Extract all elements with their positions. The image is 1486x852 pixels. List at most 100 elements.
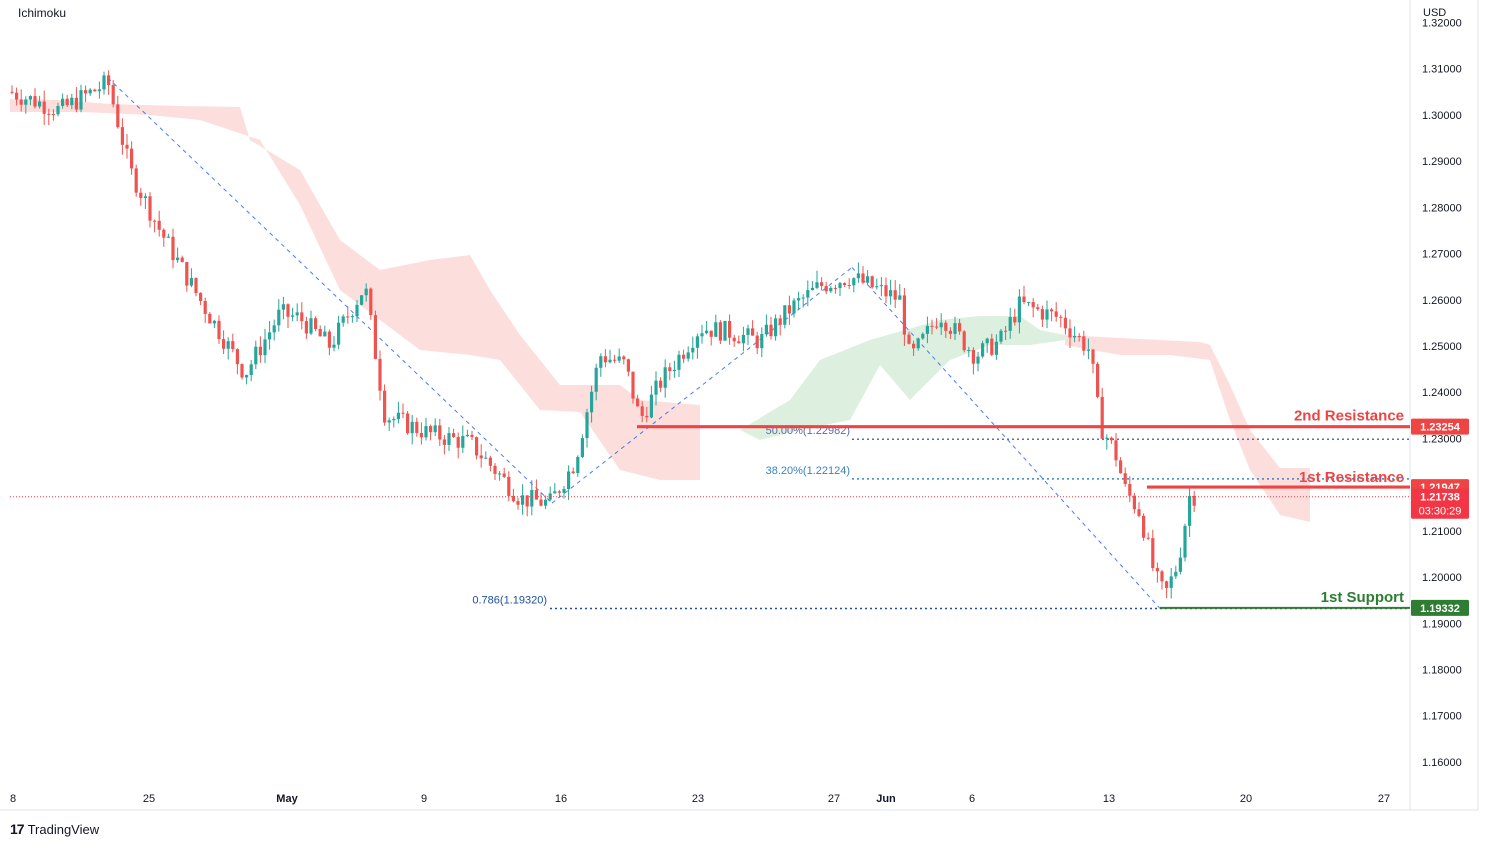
bullish-candle (61, 98, 65, 106)
bearish-candle (1137, 509, 1141, 516)
bearish-candle (603, 356, 607, 363)
chart-frame (0, 0, 1479, 811)
bullish-candle (309, 318, 313, 334)
x-tick-label: 27 (1378, 793, 1390, 805)
bullish-candle (760, 334, 764, 349)
bearish-candle (622, 356, 626, 360)
bullish-candle (774, 318, 778, 337)
bearish-candle (1077, 335, 1081, 337)
bearish-candle (682, 354, 686, 359)
bearish-candle (640, 406, 644, 416)
bullish-candle (254, 346, 258, 365)
bearish-candle (318, 328, 322, 337)
bearish-candle (1128, 483, 1132, 496)
bullish-candle (212, 320, 216, 324)
bullish-candle (102, 75, 106, 90)
bearish-candle (240, 364, 244, 378)
bullish-candle (815, 282, 819, 288)
bearish-candle (1155, 568, 1159, 572)
bullish-candle (553, 491, 557, 494)
bullish-candle (939, 322, 943, 328)
bearish-candle (1096, 363, 1100, 397)
bearish-candle (15, 92, 19, 100)
bearish-candle (668, 367, 672, 372)
bullish-candle (686, 352, 690, 359)
bullish-candle (866, 276, 870, 283)
y-tick-label: 1.26000 (1422, 295, 1462, 307)
bearish-candle (456, 436, 460, 448)
bullish-candle (424, 426, 428, 438)
x-tick-label: Jun (876, 793, 896, 805)
fib-level-label: 0.786(1.19320) (472, 594, 547, 606)
bullish-candle (70, 97, 74, 106)
bearish-candle (1022, 296, 1026, 303)
time-axis[interactable]: 8 25 May 9 16 23 27 Jun 6 13 20 27 (10, 793, 1390, 805)
bearish-candle (718, 322, 722, 341)
bullish-candle (590, 391, 594, 413)
bearish-candle (286, 304, 290, 317)
bullish-candle (999, 330, 1003, 342)
indicator-label[interactable]: Ichimoku (18, 6, 66, 20)
bullish-candle (953, 323, 957, 334)
bullish-candle (695, 336, 699, 348)
bearish-candle (1100, 396, 1104, 439)
bearish-candle (111, 85, 115, 105)
level-name-label: 1st Resistance (1299, 469, 1404, 486)
current-price-text: 1.21738 (1420, 492, 1460, 504)
bullish-candle (1183, 525, 1187, 558)
bullish-candle (226, 341, 230, 349)
bearish-candle (314, 318, 318, 329)
bullish-candle (521, 495, 525, 505)
support-resistance-levels: 2nd Resistance 1st Resistance 1st Support (10, 408, 1410, 609)
bearish-candle (19, 99, 23, 105)
bullish-candle (392, 419, 396, 421)
bullish-candle (295, 312, 299, 316)
y-tick-label: 1.30000 (1422, 110, 1462, 122)
bearish-candle (534, 490, 538, 500)
bearish-cloud-1 (10, 99, 700, 480)
bearish-candle (475, 437, 479, 456)
bearish-candle (470, 434, 474, 438)
bearish-candle (769, 324, 773, 337)
bearish-candle (93, 89, 97, 92)
bearish-candle (235, 349, 239, 365)
bullish-candle (1045, 309, 1049, 320)
bullish-candle (143, 196, 147, 198)
bearish-candle (406, 413, 410, 434)
bullish-candle (291, 315, 295, 317)
bullish-candle (649, 394, 653, 418)
level-name-label: 1st Support (1321, 589, 1404, 606)
bearish-candle (171, 236, 175, 261)
bearish-candle (1192, 495, 1196, 506)
tradingview-branding[interactable]: 17 TradingView (10, 821, 99, 837)
y-tick-label: 1.31000 (1422, 64, 1462, 76)
fibonacci-layer: 50.00%(1.22982)38.20%(1.22124)0.786(1.19… (107, 77, 1410, 610)
bearish-candle (709, 330, 713, 337)
bullish-candle (608, 359, 612, 363)
bearish-candle (1119, 460, 1123, 474)
bearish-candle (479, 455, 483, 459)
bullish-candle (1105, 437, 1109, 439)
y-tick-label: 1.19000 (1422, 618, 1462, 630)
bearish-candle (636, 398, 640, 407)
bearish-candle (107, 75, 111, 86)
candlesticks (10, 70, 1196, 599)
bullish-candle (723, 320, 727, 341)
bullish-candle (97, 89, 101, 92)
bearish-candle (203, 300, 207, 314)
y-tick-label: 1.24000 (1422, 387, 1462, 399)
bearish-candle (820, 282, 824, 287)
bearish-candle (194, 277, 198, 293)
bearish-candle (148, 196, 152, 221)
bearish-candle (525, 495, 529, 507)
bearish-candle (511, 495, 515, 502)
bearish-candle (948, 330, 952, 334)
y-tick-label: 1.28000 (1422, 202, 1462, 214)
bullish-candle (663, 367, 667, 388)
bullish-candle (783, 305, 787, 325)
fib-level-label: 38.20%(1.22124) (766, 465, 850, 477)
bearish-candle (1165, 581, 1169, 588)
price-axis[interactable]: 1.32000 1.31000 1.30000 1.29000 1.28000 1.270… (1411, 17, 1469, 769)
